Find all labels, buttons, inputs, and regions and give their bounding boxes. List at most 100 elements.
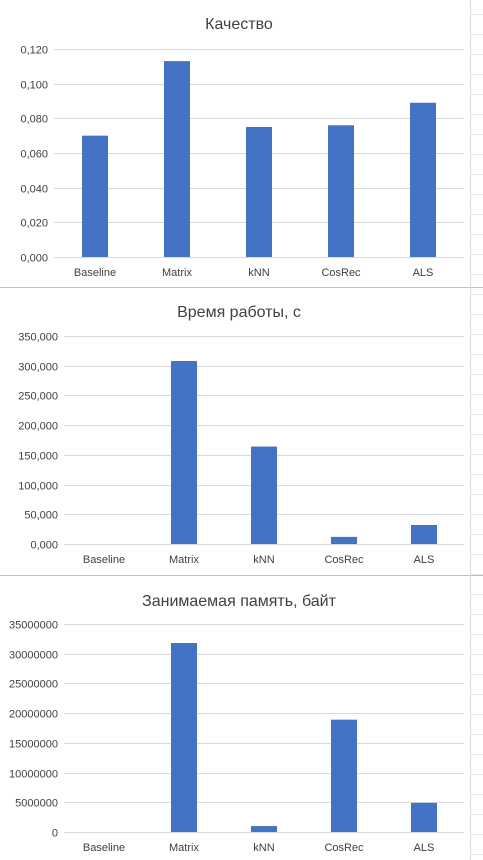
x-category-label: kNN — [253, 842, 274, 854]
bar-cosrec — [331, 719, 357, 832]
quality-chart-svg: Качество 0,000 0,020 0,040 0,060 0,080 0,100 0,… — [20, 16, 464, 279]
bar-matrix — [171, 643, 197, 832]
sheet-row-line — [470, 234, 483, 235]
y-tick-label: 350,000 — [18, 332, 58, 344]
y-tick-label: 15000000 — [9, 739, 58, 751]
y-tick-label: 25000000 — [9, 679, 58, 691]
bar-baseline — [82, 135, 108, 257]
x-category-label: kNN — [253, 554, 274, 566]
sheet-row-line — [470, 474, 483, 475]
sheet-row-line — [470, 554, 483, 555]
sheet-row-line — [470, 434, 483, 435]
sheet-row-line — [470, 694, 483, 695]
sheet-row-line — [470, 394, 483, 395]
chart-title: Занимаемая память, байт — [142, 593, 337, 610]
x-category-label: ALS — [414, 842, 435, 854]
sheet-row-line — [470, 714, 483, 715]
y-tick-label: 250,000 — [18, 391, 58, 403]
sheet-row-line — [470, 854, 483, 855]
y-tick-label: 0 — [52, 828, 58, 840]
sheet-row-line — [470, 54, 483, 55]
x-category-label: Baseline — [83, 842, 125, 854]
sheet-row-line — [470, 594, 483, 595]
x-category-label: CosRec — [324, 554, 364, 566]
sheet-row-line — [470, 354, 483, 355]
y-tick-label: 0,080 — [20, 114, 48, 126]
bar-knn — [246, 127, 272, 257]
x-category-label: ALS — [413, 267, 434, 279]
x-category-label: Baseline — [83, 554, 125, 566]
y-tick-label: 30000000 — [9, 650, 58, 662]
y-tick-label: 0,020 — [20, 218, 48, 230]
sheet-row-line — [470, 134, 483, 135]
x-category-label: CosRec — [321, 267, 361, 279]
chart-title: Время работы, с — [177, 304, 301, 321]
sheet-row-line — [470, 254, 483, 255]
sheet-row-line — [470, 454, 483, 455]
y-tick-label: 0,000 — [30, 540, 58, 552]
y-tick-label: 0,060 — [20, 149, 48, 161]
bar-als — [411, 524, 437, 544]
y-tick-label: 5000000 — [15, 798, 58, 810]
sheet-row-line — [470, 374, 483, 375]
bar-matrix — [171, 360, 197, 544]
sheet-row-line — [470, 754, 483, 755]
y-tick-label: 150,000 — [18, 451, 58, 463]
sheet-row-line — [470, 534, 483, 535]
bar-als — [411, 802, 437, 832]
y-tick-label: 200,000 — [18, 421, 58, 433]
runtime-chart-svg: Время работы, с 0,000 50,000 100,000 150,000… — [18, 304, 464, 566]
sheet-row-line — [470, 14, 483, 15]
sheet-row-line — [470, 494, 483, 495]
y-tick-label: 100,000 — [18, 481, 58, 493]
sheet-row-line — [470, 114, 483, 115]
sheet-row-line — [470, 674, 483, 675]
bar-cosrec — [328, 125, 354, 258]
sheet-row-line — [470, 734, 483, 735]
sheet-row-line — [470, 214, 483, 215]
sheet-row-line — [470, 194, 483, 195]
y-tick-label: 20000000 — [9, 709, 58, 721]
y-tick-label: 0,100 — [20, 80, 48, 92]
bar-als — [410, 102, 436, 257]
x-category-label: Baseline — [74, 267, 116, 279]
sheet-row-line — [470, 834, 483, 835]
sheet-row-line — [470, 334, 483, 335]
x-category-label: Matrix — [169, 842, 199, 854]
sheet-row-line — [470, 774, 483, 775]
sheet-row-line — [470, 74, 483, 75]
y-tick-label: 0,000 — [20, 253, 48, 265]
chart-separator — [0, 287, 483, 288]
sheet-row-line — [470, 654, 483, 655]
bar-knn — [251, 446, 277, 544]
memory-chart-svg: Занимаемая память, байт 0 5000000 10000000 1… — [9, 593, 464, 854]
sheet-row-line — [470, 94, 483, 95]
bar-matrix — [164, 61, 190, 258]
sheet-column-edge — [470, 0, 471, 860]
sheet-row-line — [470, 414, 483, 415]
chart-separator — [0, 575, 483, 576]
x-category-label: CosRec — [324, 842, 364, 854]
sheet-row-line — [470, 634, 483, 635]
x-category-label: ALS — [414, 554, 435, 566]
x-category-label: Matrix — [162, 267, 192, 279]
x-category-label: kNN — [248, 267, 269, 279]
chart-title: Качество — [205, 16, 273, 33]
sheet-row-line — [470, 814, 483, 815]
y-tick-label: 0,120 — [20, 45, 48, 57]
sheet-row-line — [470, 514, 483, 515]
runtime-chart[interactable]: Время работы, с 0,000 50,000 100,000 150,000… — [0, 288, 470, 575]
y-tick-label: 0,040 — [20, 184, 48, 196]
sheet-row-line — [470, 614, 483, 615]
sheet-row-line — [470, 34, 483, 35]
bar-cosrec — [331, 536, 357, 544]
sheet-row-line — [470, 154, 483, 155]
memory-chart[interactable]: Занимаемая память, байт 0 5000000 10000000 1… — [0, 576, 470, 860]
quality-chart[interactable]: Качество 0,000 0,020 0,040 0,060 0,080 0,100 0,… — [0, 0, 470, 287]
y-tick-label: 50,000 — [24, 510, 58, 522]
y-tick-label: 35000000 — [9, 620, 58, 632]
bar-knn — [251, 826, 277, 832]
y-tick-label: 10000000 — [9, 769, 58, 781]
sheet-row-line — [470, 314, 483, 315]
